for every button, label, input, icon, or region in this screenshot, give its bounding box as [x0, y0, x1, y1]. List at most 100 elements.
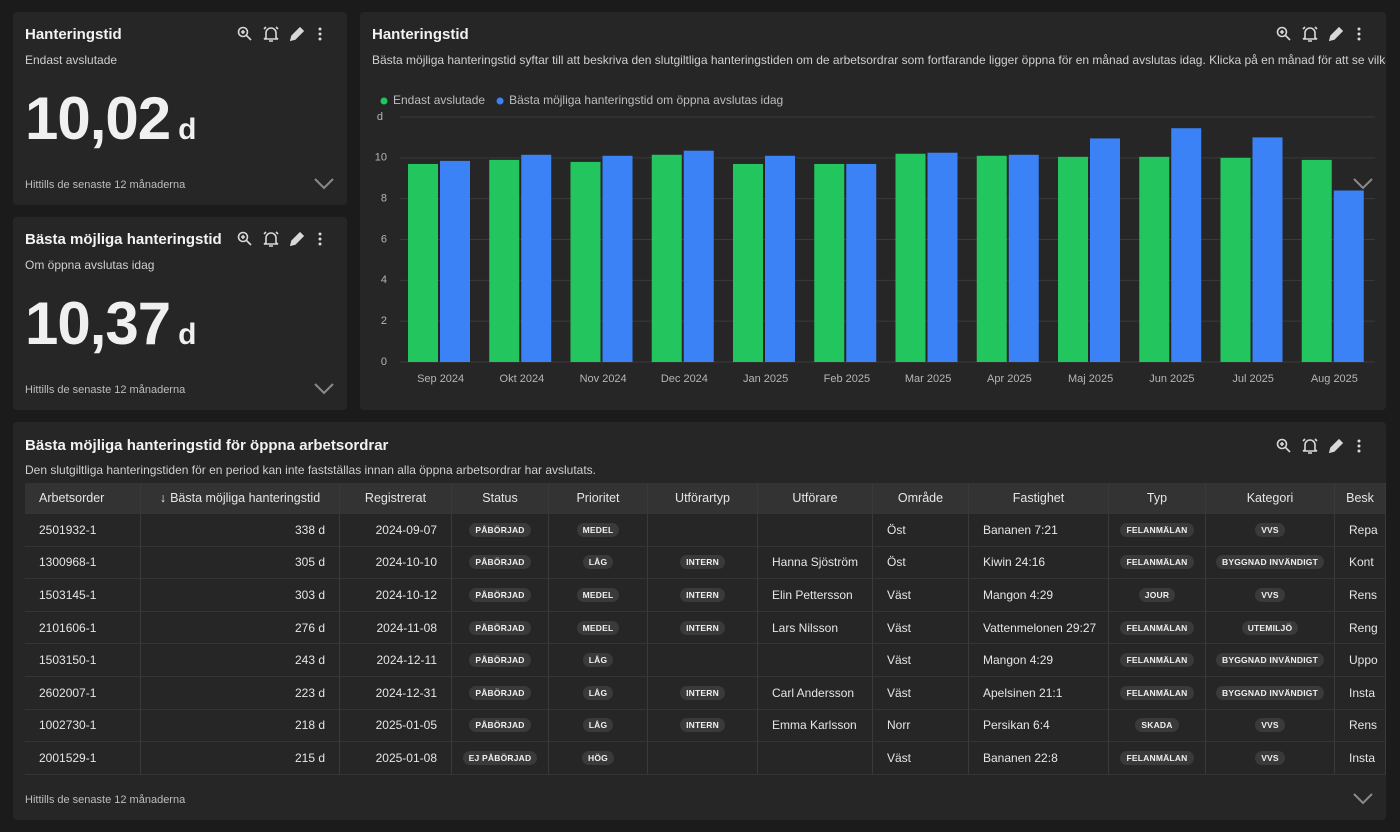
- badge: INTERN: [680, 587, 725, 602]
- column-header[interactable]: Utförare: [758, 483, 873, 513]
- cell-text: Carl Andersson: [772, 685, 855, 700]
- expand-button[interactable]: [313, 177, 335, 191]
- alert-button[interactable]: [263, 26, 279, 42]
- alert-button[interactable]: [1302, 438, 1318, 454]
- expand-button[interactable]: [1352, 177, 1374, 191]
- badge: FELANMÄLAN: [1120, 685, 1194, 700]
- menu-button[interactable]: [318, 27, 322, 41]
- table-cell: Väst: [873, 579, 969, 611]
- table-cell: Väst: [873, 742, 969, 774]
- column-header[interactable]: ↓ Bästa möjliga hanteringstid: [141, 483, 340, 513]
- cell-text: 2024-09-07: [375, 522, 437, 537]
- table-cell: LÅG: [549, 546, 648, 579]
- x-tick-label: Sep 2024: [417, 373, 464, 385]
- zoom-button[interactable]: [237, 231, 252, 246]
- cell-text: 2024-10-12: [375, 587, 437, 602]
- column-header[interactable]: Registrerat: [340, 483, 452, 513]
- table-cell: [648, 644, 758, 676]
- cell-text: 223 d: [294, 685, 325, 700]
- bar: [1008, 154, 1039, 362]
- edit-button[interactable]: [1328, 438, 1344, 454]
- table: Arbetsorder ↓ Bästa möjliga hanteringstid R…: [25, 483, 1386, 775]
- bar: [408, 163, 438, 362]
- table-cell: 2602007-1: [25, 676, 141, 709]
- badge: LÅG: [582, 653, 614, 668]
- table-cell: VVS: [1206, 579, 1335, 611]
- table-cell: 2001529-1: [25, 742, 141, 774]
- table-cell: 243 d: [141, 644, 340, 676]
- y-tick-label: 8: [381, 193, 387, 205]
- sort-icon: ↓: [159, 491, 167, 505]
- x-tick-label: Dec 2024: [661, 373, 708, 385]
- table-row[interactable]: 1300968-1 305 d 2024-10-10 PÅBÖRJAD LÅG INTER…: [25, 546, 1386, 580]
- zoom-button[interactable]: [1276, 26, 1291, 41]
- table-cell: 305 d: [141, 546, 340, 579]
- cell-text: 305 d: [294, 555, 325, 570]
- cell-text: Öst: [887, 555, 906, 570]
- badge: UTEMILJÖ: [1241, 620, 1299, 635]
- bar: [683, 150, 714, 362]
- expand-button[interactable]: [1352, 792, 1374, 806]
- column-header-text: Besk: [1346, 491, 1374, 505]
- column-header[interactable]: Arbetsorder: [25, 483, 141, 513]
- menu-button[interactable]: [1357, 27, 1361, 41]
- menu-button[interactable]: [1357, 439, 1361, 453]
- column-header[interactable]: Kategori: [1206, 483, 1335, 513]
- table-row[interactable]: 2501932-1 338 d 2024-09-07 PÅBÖRJAD MEDEL Öst…: [25, 514, 1386, 547]
- table-cell: Norr: [873, 709, 969, 742]
- badge: FELANMÄLAN: [1120, 620, 1194, 635]
- expand-button[interactable]: [313, 382, 335, 396]
- toolbar: [1276, 26, 1361, 42]
- column-header[interactable]: Status: [452, 483, 549, 513]
- icon: [1357, 439, 1361, 443]
- icon: [318, 37, 322, 41]
- cell-text: 2501932-1: [39, 522, 97, 537]
- table-row[interactable]: 1503145-1 303 d 2024-10-12 PÅBÖRJAD MEDEL INT…: [25, 579, 1386, 612]
- menu-button[interactable]: [318, 232, 322, 246]
- cell-text: Rens: [1349, 718, 1378, 733]
- table-row[interactable]: 1002730-1 218 d 2025-01-05 PÅBÖRJAD LÅG INTER…: [25, 709, 1386, 743]
- table-row[interactable]: 1503150-1 243 d 2024-12-11 PÅBÖRJAD LÅG Väst M…: [25, 644, 1386, 677]
- edit-button[interactable]: [289, 26, 305, 42]
- table-cell: EJ PÅBÖRJAD: [452, 742, 549, 774]
- card-footer: Hittills de senaste 12 månaderna: [25, 384, 186, 396]
- edit-button[interactable]: [1328, 26, 1344, 42]
- alert-button[interactable]: [1302, 26, 1318, 42]
- column-header[interactable]: Område: [873, 483, 969, 513]
- bar: [1301, 159, 1332, 362]
- badge: MEDEL: [576, 522, 620, 537]
- icon: [1328, 438, 1344, 454]
- column-header[interactable]: Utförartyp: [648, 483, 758, 513]
- table-cell: Lars Nilsson: [758, 611, 873, 644]
- table-cell: MEDEL: [549, 579, 648, 611]
- column-header[interactable]: Besk: [1335, 483, 1386, 513]
- column-header[interactable]: Typ: [1109, 483, 1206, 513]
- icon: [245, 239, 252, 246]
- edit-button[interactable]: [289, 231, 305, 247]
- zoom-button[interactable]: [237, 26, 252, 41]
- table-cell: Emma Karlsson: [758, 709, 873, 742]
- cell-text: Bananen 22:8: [983, 750, 1058, 765]
- zoom-button[interactable]: [1276, 438, 1291, 453]
- bar: [846, 163, 877, 362]
- icon: [1284, 446, 1291, 453]
- table-cell: VVS: [1206, 709, 1335, 742]
- badge: PÅBÖRJAD: [469, 718, 531, 733]
- column-header[interactable]: Fastighet: [969, 483, 1109, 513]
- cell-text: Väst: [887, 587, 912, 602]
- bar: [602, 155, 633, 362]
- table-cell: Repa: [1335, 514, 1386, 546]
- table-card: Bästa möjliga hanteringstid för öppna ar…: [13, 422, 1386, 820]
- table-cell: FELANMÄLAN: [1109, 514, 1206, 546]
- cell-text: 1300968-1: [39, 555, 97, 570]
- x-tick-label: Jan 2025: [743, 373, 788, 385]
- cell-text: 2024-12-31: [375, 685, 437, 700]
- column-header[interactable]: Prioritet: [549, 483, 648, 513]
- table-cell: [648, 742, 758, 774]
- table-cell: Insta: [1335, 676, 1386, 709]
- bar: [521, 154, 552, 362]
- table-row[interactable]: 2101606-1 276 d 2024-11-08 PÅBÖRJAD MEDEL INT…: [25, 611, 1386, 645]
- table-row[interactable]: 2602007-1 223 d 2024-12-31 PÅBÖRJAD LÅG INTER…: [25, 676, 1386, 710]
- table-row[interactable]: 2001529-1 215 d 2025-01-08 EJ PÅBÖRJAD HÖG Vä…: [25, 742, 1386, 775]
- alert-button[interactable]: [263, 231, 279, 247]
